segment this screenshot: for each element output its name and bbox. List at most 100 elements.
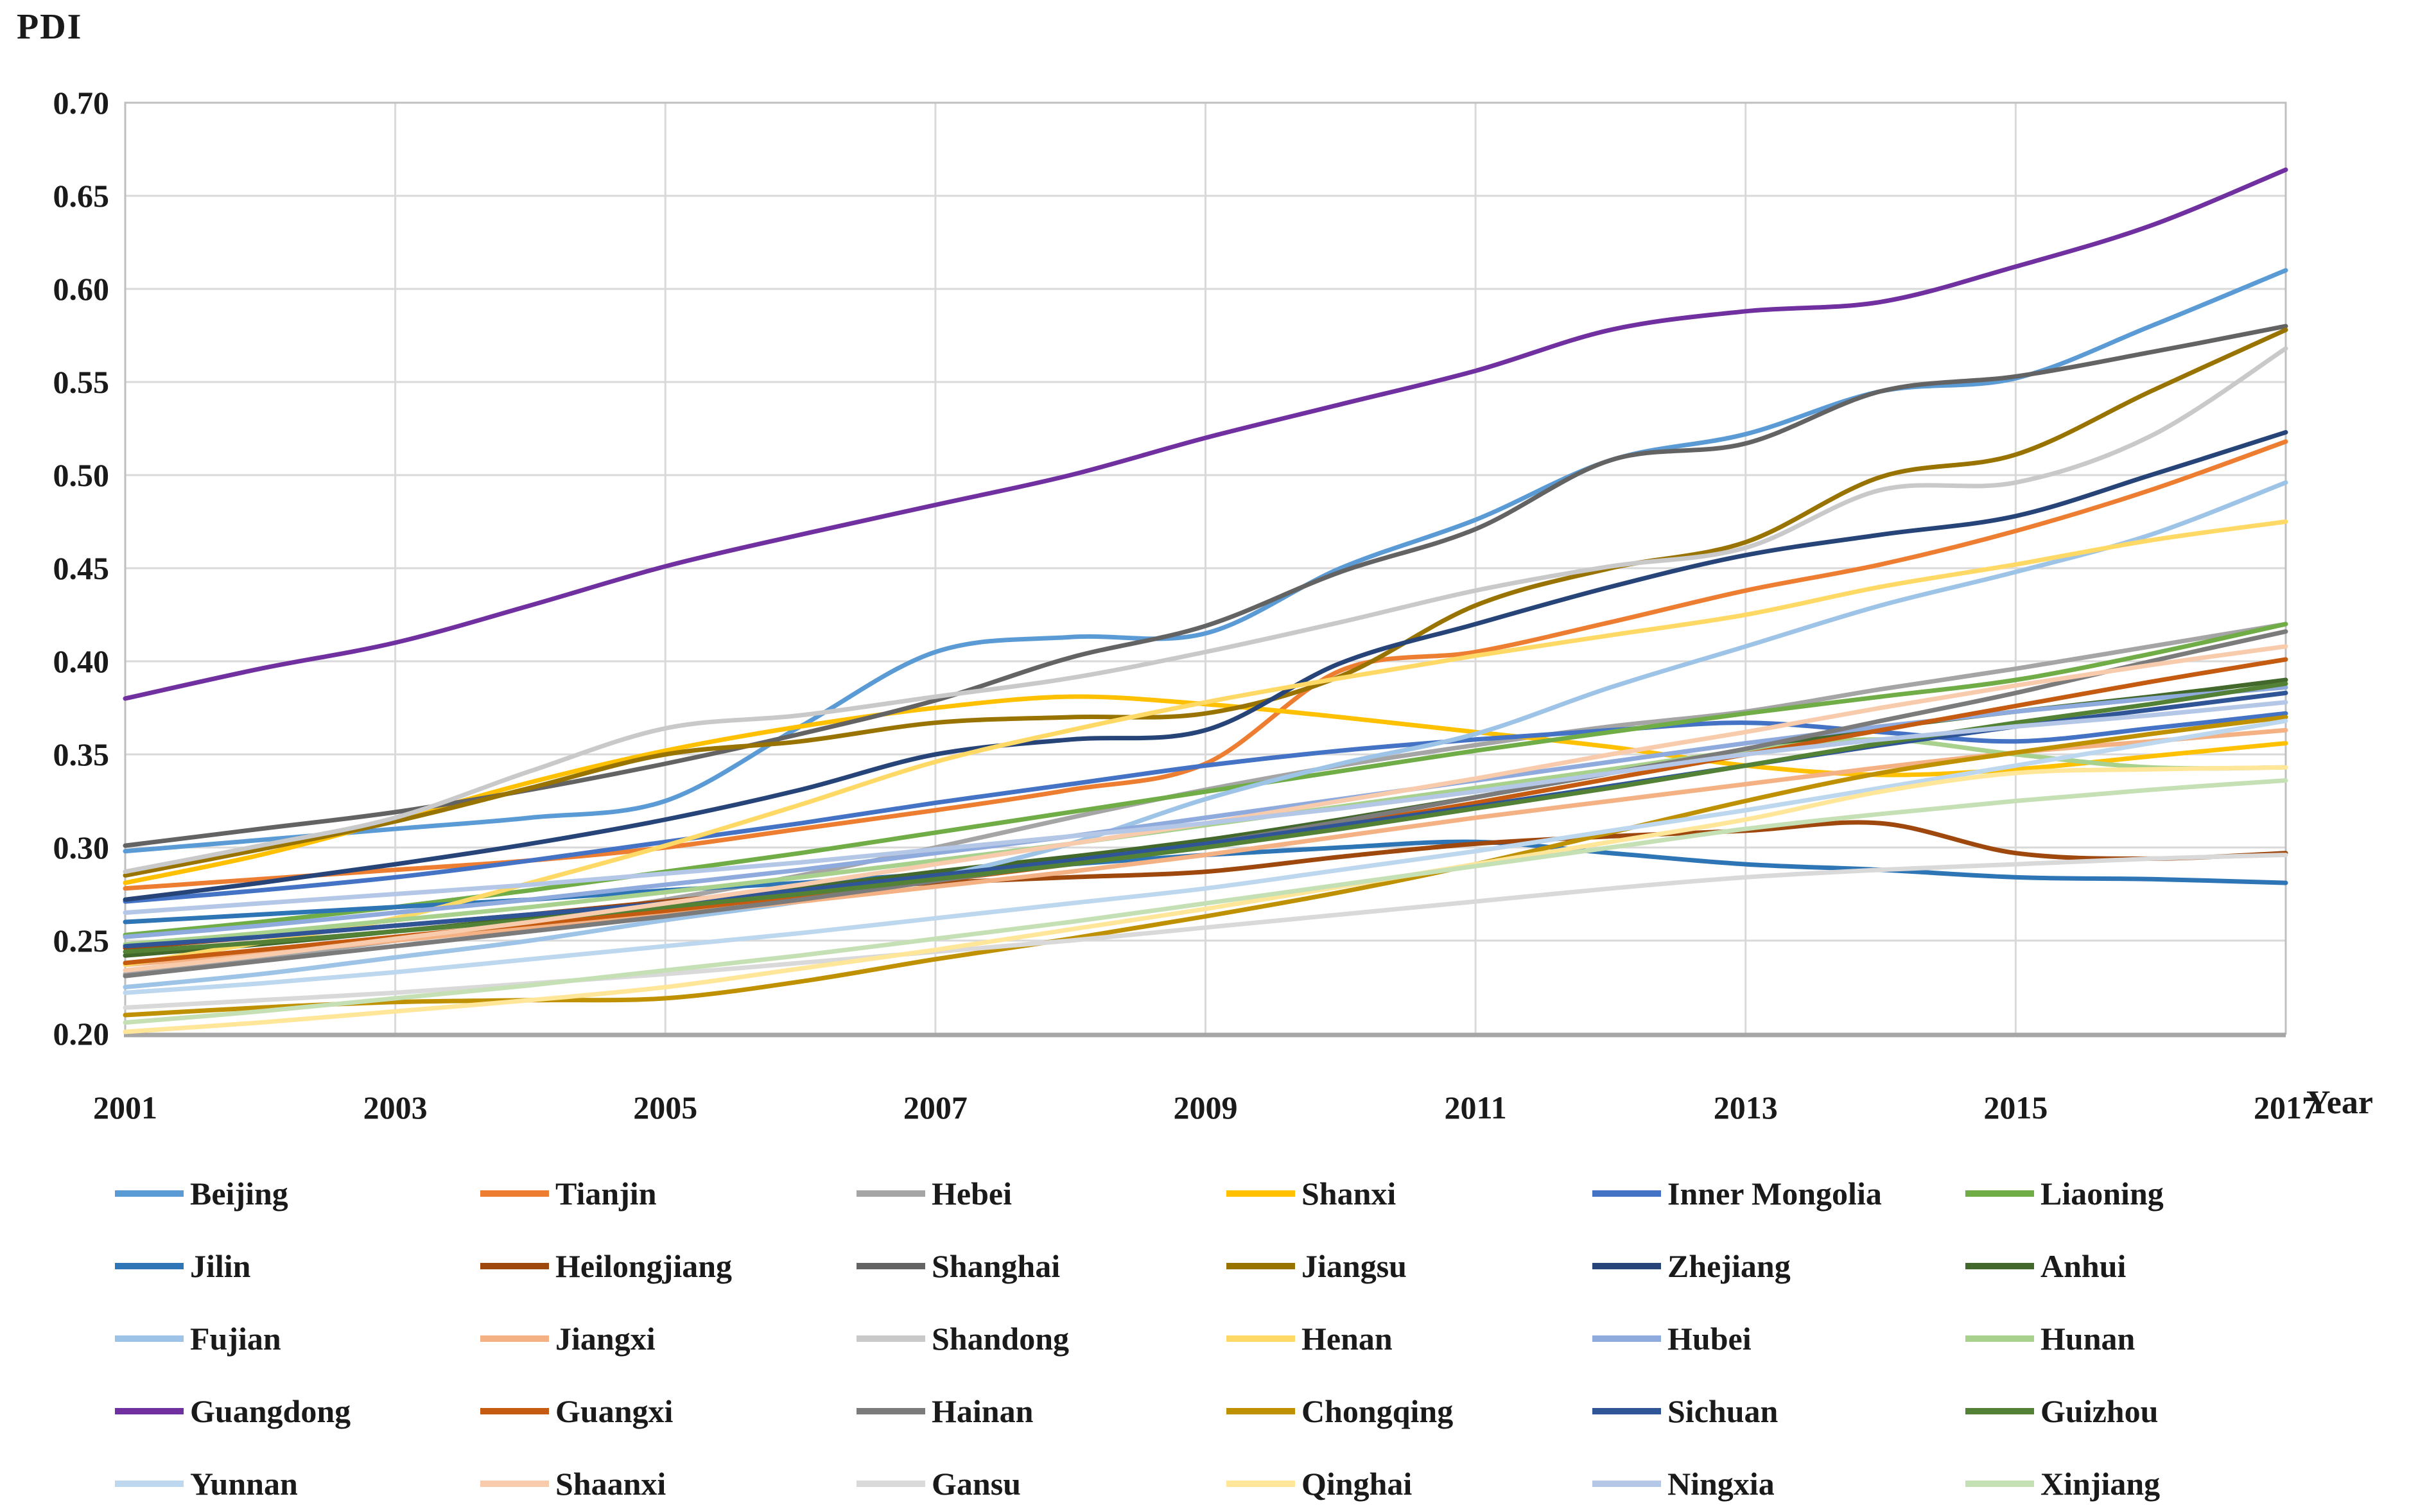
x-tick-label: 2001 (93, 1090, 157, 1125)
legend-label: Shandong (932, 1320, 1070, 1357)
y-tick-label: 0.20 (53, 1016, 110, 1052)
legend-label: Hubei (1667, 1320, 1752, 1357)
legend-swatch (1226, 1262, 1295, 1269)
legend-label: Sichuan (1667, 1393, 1779, 1429)
legend-swatch (1965, 1262, 2034, 1269)
legend-swatch (1965, 1407, 2034, 1414)
legend-label: Liaoning (2040, 1175, 2164, 1212)
legend-label: Jilin (190, 1247, 251, 1284)
legend-item-henan: Henan (1226, 1323, 1592, 1355)
legend-swatch (1965, 1335, 2034, 1342)
legend-swatch (1226, 1335, 1295, 1342)
series-line-gansu (123, 853, 2288, 1010)
legend-label: Hebei (932, 1175, 1012, 1212)
legend-swatch (115, 1480, 184, 1487)
legend-item-qinghai: Qinghai (1226, 1468, 1592, 1500)
legend-swatch (115, 1262, 184, 1269)
y-tick-label: 0.40 (53, 643, 110, 679)
legend-swatch (1226, 1190, 1295, 1197)
x-tick-label: 2003 (363, 1090, 428, 1125)
x-axis-title: Year (2306, 1084, 2373, 1121)
legend-label: Chongqing (1301, 1393, 1454, 1429)
legend-item-shaanxi: Shaanxi (480, 1468, 857, 1500)
legend-label: Yunnan (190, 1465, 298, 1502)
legend-item-beijing: Beijing (115, 1177, 480, 1210)
legend-item-guizhou: Guizhou (1965, 1395, 2164, 1427)
legend-item-sichuan: Sichuan (1592, 1395, 1965, 1427)
y-tick-label: 0.35 (53, 736, 110, 772)
series-line-yunnan (123, 718, 2288, 995)
legend-label: Zhejiang (1667, 1247, 1791, 1284)
legend-item-guangxi: Guangxi (480, 1395, 857, 1427)
legend-item-liaoning: Liaoning (1965, 1177, 2164, 1210)
legend-label: Shaanxi (555, 1465, 666, 1502)
legend-swatch (480, 1407, 549, 1414)
legend-item-shanxi: Shanxi (1226, 1177, 1592, 1210)
series-line-ningxia (123, 700, 2288, 915)
legend-label: Tianjin (555, 1175, 657, 1212)
x-tick-label: 2011 (1445, 1090, 1507, 1125)
legend-item-shandong: Shandong (857, 1323, 1226, 1355)
legend-swatch (115, 1407, 184, 1414)
legend-label: Jiangxi (555, 1320, 656, 1357)
legend-label: Guangxi (555, 1393, 674, 1429)
legend-swatch (480, 1480, 549, 1487)
legend-item-fujian: Fujian (115, 1323, 480, 1355)
legend-item-tianjin: Tianjin (480, 1177, 857, 1210)
y-tick-label: 0.25 (53, 923, 110, 959)
legend-item-heilongjiang: Heilongjiang (480, 1250, 857, 1282)
series-line-chongqing (123, 715, 2288, 1018)
chart-plot-area: 0.70 0.65 0.60 0.55 0.50 0.45 0.40 0.35 0.30 0.25… (53, 85, 2318, 1125)
legend-label: Jiangsu (1301, 1247, 1407, 1284)
legend-item-xinjiang: Xinjiang (1965, 1468, 2164, 1500)
x-tick-label: 2017 (2254, 1090, 2318, 1125)
x-tick-label: 2013 (1714, 1090, 1778, 1125)
legend-swatch (480, 1262, 549, 1269)
legend-swatch (1965, 1190, 2034, 1197)
legend-item-jiangsu: Jiangsu (1226, 1250, 1592, 1282)
legend-item-jiangxi: Jiangxi (480, 1323, 857, 1355)
y-tick-label: 0.70 (53, 85, 110, 121)
legend-item-anhui: Anhui (1965, 1250, 2164, 1282)
y-tick-label: 0.55 (53, 364, 110, 400)
y-tick-label: 0.50 (53, 457, 110, 493)
legend-item-inner-mongolia: Inner Mongolia (1592, 1177, 1965, 1210)
x-tick-label: 2005 (633, 1090, 697, 1125)
series-line-xinjiang (123, 778, 2288, 1025)
legend-item-yunnan: Yunnan (115, 1468, 480, 1500)
legend-label: Henan (1301, 1320, 1393, 1357)
x-tick-label: 2015 (1983, 1090, 2048, 1125)
series-line-fujian (123, 480, 2288, 989)
series-line-shandong (123, 346, 2288, 874)
legend-label: Ningxia (1667, 1465, 1775, 1502)
legend-swatch (480, 1335, 549, 1342)
legend-item-jilin: Jilin (115, 1250, 480, 1282)
legend-swatch (1592, 1480, 1661, 1487)
series-line-guangdong (123, 167, 2288, 701)
legend-swatch (857, 1190, 925, 1197)
legend-swatch (857, 1480, 925, 1487)
y-tick-label: 0.60 (53, 271, 110, 307)
y-axis-title: PDI (17, 7, 83, 47)
y-tick-label: 0.65 (53, 178, 110, 214)
legend-label: Gansu (932, 1465, 1021, 1502)
legend-label: Qinghai (1301, 1465, 1413, 1502)
legend-label: Fujian (190, 1320, 281, 1357)
legend-label: Hainan (932, 1393, 1034, 1429)
legend-swatch (857, 1407, 925, 1414)
legend-item-guangdong: Guangdong (115, 1395, 480, 1427)
legend-swatch (1592, 1190, 1661, 1197)
y-tick-label: 0.45 (53, 550, 110, 586)
legend-swatch (115, 1190, 184, 1197)
chart-legend: Beijing Tianjin Hebei Shanxi Inner Mongolia L… (115, 1157, 2164, 1512)
legend-label: Beijing (190, 1175, 288, 1212)
legend-label: Xinjiang (2040, 1465, 2161, 1502)
legend-label: Inner Mongolia (1667, 1175, 1882, 1212)
legend-label: Shanghai (932, 1247, 1061, 1284)
legend-swatch (1226, 1407, 1295, 1414)
legend-item-zhejiang: Zhejiang (1592, 1250, 1965, 1282)
series-line-jiangsu (123, 327, 2288, 878)
legend-swatch (1965, 1480, 2034, 1487)
legend-item-hunan: Hunan (1965, 1323, 2164, 1355)
